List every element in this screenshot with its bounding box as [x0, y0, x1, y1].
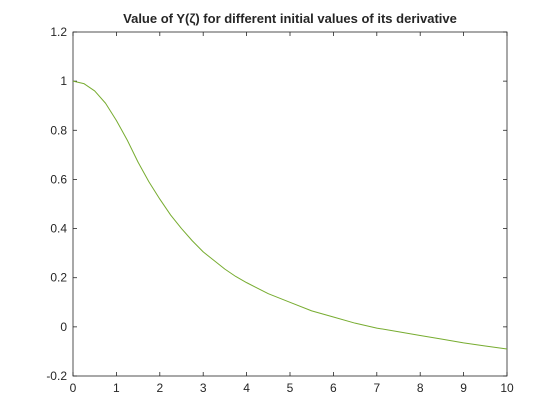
y-tick-label: -0.2	[46, 369, 67, 383]
x-tick-label: 10	[500, 381, 514, 395]
x-tick-label: 6	[330, 381, 337, 395]
x-tick-label: 8	[417, 381, 424, 395]
x-tick-label: 9	[460, 381, 467, 395]
y-tick-label: 0.2	[50, 271, 67, 285]
x-tick-label: 1	[113, 381, 120, 395]
x-tick-label: 0	[70, 381, 77, 395]
series-line	[72, 80, 508, 350]
y-tick-label: 1	[60, 74, 67, 88]
x-tick-label: 3	[200, 381, 207, 395]
y-tick-label: 1.2	[50, 25, 67, 39]
plot-area: 0 1 2 3 4 5 6 7 8 9 10-0.200.20.40.60.811.2	[46, 25, 514, 395]
y-tick-label: 0	[60, 320, 67, 334]
y-tick-label: 0.4	[50, 222, 67, 236]
y-tick-label: 0.8	[50, 123, 67, 137]
x-tick-label: 2	[156, 381, 163, 395]
y-tick-label: 0.6	[50, 172, 67, 186]
x-tick-label: 7	[373, 381, 380, 395]
chart-title: Value of Y(ζ) for different initial valu…	[123, 11, 457, 26]
x-tick-label: 4	[243, 381, 250, 395]
x-tick-label: 5	[287, 381, 294, 395]
